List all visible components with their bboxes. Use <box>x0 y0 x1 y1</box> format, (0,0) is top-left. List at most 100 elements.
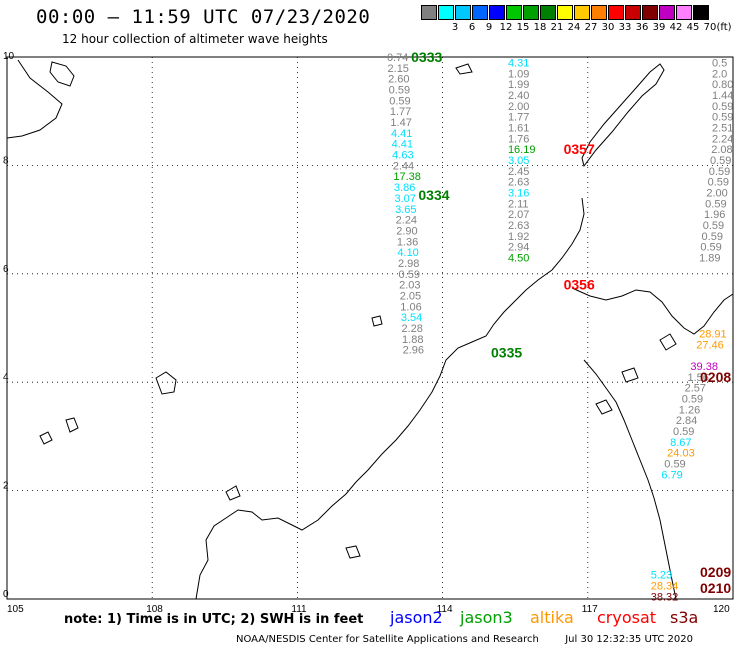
wave-height-value: 3.05 <box>508 155 529 167</box>
island-3 <box>65 417 79 433</box>
wave-height-value: 0.59 <box>703 220 724 232</box>
legend-swatch <box>659 5 675 20</box>
wave-height-value: 0.59 <box>708 177 729 189</box>
island-2 <box>39 431 53 445</box>
legend-swatch <box>455 5 471 20</box>
wave-height-value: 0.59 <box>673 426 694 438</box>
coastline-cambodia-island <box>49 61 75 87</box>
wave-height-value: 1.89 <box>699 253 720 265</box>
wave-height-value: 27.46 <box>696 339 724 351</box>
legend-label: 9 <box>485 22 493 33</box>
wave-height-value: 6.79 <box>661 469 682 481</box>
wave-height-value: 1.06 <box>400 301 421 313</box>
legend-swatch <box>574 5 590 20</box>
wave-height-value: 0.59 <box>682 393 703 405</box>
wave-height-value: 17.38 <box>393 171 421 183</box>
satellite-cryosat: cryosat <box>597 608 657 627</box>
wave-height-value: 1.36 <box>397 236 418 248</box>
wave-height-value: 2.63 <box>508 177 529 189</box>
island-1 <box>155 371 177 395</box>
legend-swatch <box>625 5 641 20</box>
legend-label: 30 <box>601 22 615 33</box>
lat-tick-label: 2 <box>3 481 9 492</box>
island-8 <box>595 399 613 415</box>
footer-credit: NOAA/NESDIS Center for Satellite Applica… <box>236 634 693 645</box>
wave-height-value: 3.07 <box>394 193 415 205</box>
footer-note: note: 1) Time is in UTC; 2) SWH is in fe… <box>64 612 364 627</box>
lon-tick-label: 120 <box>713 604 730 615</box>
legend-label: 42 <box>669 22 683 33</box>
island-7 <box>371 315 383 327</box>
lon-tick-label: 105 <box>7 604 24 615</box>
wave-height-value: 1.99 <box>508 79 529 91</box>
coastline-borneo <box>195 197 585 600</box>
wave-height-value: 2.96 <box>403 345 424 357</box>
wave-height-value: 2.11 <box>508 198 529 210</box>
legend-unit: (ft) <box>716 22 732 33</box>
legend-swatch <box>472 5 488 20</box>
satellite-altika: altika <box>530 608 574 627</box>
wave-height-value: 1.44 <box>712 90 733 102</box>
lon-tick-label: 114 <box>437 604 453 615</box>
wave-height-value: 4.41 <box>392 139 413 151</box>
wave-height-value: 0.59 <box>705 198 726 210</box>
wave-height-value: 2.24 <box>712 133 733 145</box>
legend-swatch <box>693 5 709 20</box>
wave-height-value: 0.59 <box>664 459 685 471</box>
legend-swatch <box>489 5 505 20</box>
pass-label: 0209 <box>700 564 731 580</box>
legend-label: 24 <box>567 22 581 33</box>
wave-height-value: 2.60 <box>388 74 409 86</box>
lon-tick-label: 117 <box>582 604 598 615</box>
wave-height-value: 2.00 <box>508 101 529 113</box>
wave-height-value: 2.84 <box>676 415 697 427</box>
lat-tick-label: 4 <box>3 372 9 383</box>
map-title: 00:00 – 11:59 UTC 07/23/2020 <box>36 6 371 28</box>
credit-time: Jul 30 12:32:35 UTC 2020 <box>565 634 693 645</box>
wave-height-value: 0.59 <box>712 101 733 113</box>
coastline-palawan <box>581 63 665 168</box>
wave-height-value: 2.03 <box>399 280 420 292</box>
coastline-east-borneo <box>583 359 677 600</box>
coastline-sabah <box>571 287 734 335</box>
legend-swatch <box>557 5 573 20</box>
lat-tick-label: 0 <box>3 589 9 600</box>
lon-tick-label: 108 <box>146 604 163 615</box>
wave-height-value: 2.45 <box>508 166 529 178</box>
map-frame <box>6 56 734 600</box>
wave-height-value: 0.74 <box>387 52 408 64</box>
wave-height-value: 3.16 <box>508 188 529 200</box>
wave-height-value: 0.59 <box>700 242 721 254</box>
wave-height-value: 0.5 <box>712 57 727 69</box>
wave-height-value: 1.26 <box>679 404 700 416</box>
wave-height-value: 2.40 <box>508 90 529 102</box>
lat-tick-label: 10 <box>3 51 15 62</box>
pass-label: 0335 <box>491 344 522 360</box>
wave-height-value: 1.77 <box>390 106 411 118</box>
wave-height-value: 2.0 <box>712 68 727 80</box>
legend-swatch <box>506 5 522 20</box>
wave-height-value: 28.91 <box>699 328 727 340</box>
legend-swatch <box>421 5 437 20</box>
wave-height-value: 0.59 <box>389 95 410 107</box>
pass-label: 0333 <box>411 49 442 65</box>
wave-height-value: 39.38 <box>690 361 718 373</box>
wave-height-value: 0.59 <box>702 231 723 243</box>
wave-height-value: 16.19 <box>508 144 536 156</box>
wave-height-value: 2.98 <box>398 258 419 270</box>
wave-height-value: 2.94 <box>508 242 529 254</box>
legend-label: 45 <box>686 22 700 33</box>
wave-height-value: 1.09 <box>508 68 529 80</box>
legend-label: 18 <box>533 22 547 33</box>
wave-height-value: 4.63 <box>392 150 413 162</box>
coastlines <box>6 59 734 600</box>
pass-label: 0356 <box>564 277 595 293</box>
wave-height-value: 1.88 <box>402 334 423 346</box>
lon-tick-label: 111 <box>291 604 307 615</box>
wave-height-value: 0.59 <box>710 155 731 167</box>
wave-height-value: 2.51 <box>712 122 733 134</box>
lat-lon-grid <box>7 57 733 599</box>
wave-height-value: 4.10 <box>397 247 418 259</box>
